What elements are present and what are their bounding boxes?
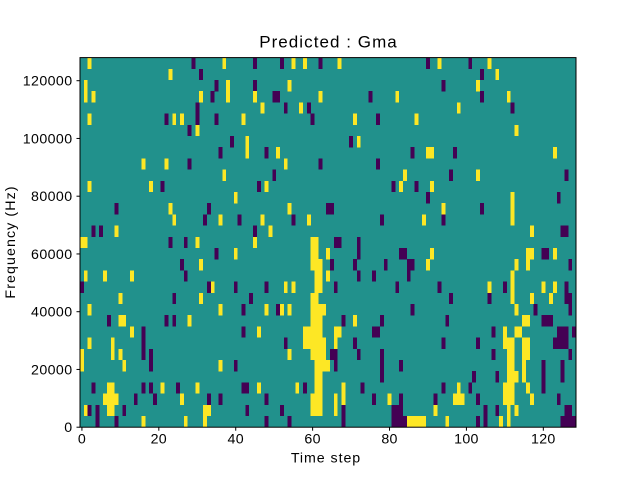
svg-text:20: 20 bbox=[151, 432, 167, 448]
svg-text:Frequency (Hz): Frequency (Hz) bbox=[3, 185, 19, 298]
svg-text:0: 0 bbox=[64, 420, 72, 436]
svg-text:60000: 60000 bbox=[31, 247, 72, 263]
svg-text:120: 120 bbox=[531, 432, 556, 448]
svg-text:60: 60 bbox=[304, 432, 320, 448]
svg-text:Time step: Time step bbox=[291, 451, 361, 467]
svg-text:40000: 40000 bbox=[31, 305, 72, 321]
svg-text:80: 80 bbox=[381, 432, 397, 448]
svg-text:80000: 80000 bbox=[31, 189, 72, 205]
svg-text:Predicted : Gma: Predicted : Gma bbox=[259, 33, 398, 52]
svg-text:100000: 100000 bbox=[23, 131, 73, 147]
svg-text:40: 40 bbox=[228, 432, 244, 448]
svg-text:100: 100 bbox=[454, 432, 479, 448]
svg-text:20000: 20000 bbox=[31, 362, 72, 378]
svg-text:120000: 120000 bbox=[23, 74, 73, 90]
svg-text:0: 0 bbox=[78, 432, 86, 448]
